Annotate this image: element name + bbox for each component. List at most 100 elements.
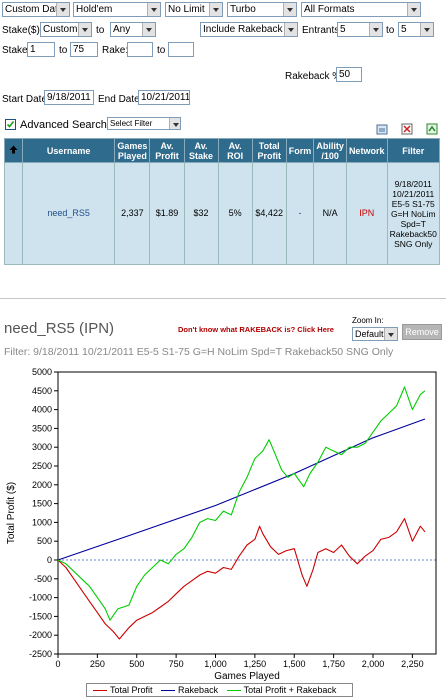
series-rakeback-line (57, 418, 426, 561)
legend-rakeback: Rakeback (178, 685, 219, 695)
header-games-played[interactable]: Games Played (114, 138, 151, 163)
y-tick-label: 0 (47, 555, 52, 565)
chevron-down-icon (142, 23, 155, 36)
stake-min-label: Stake: (2, 45, 31, 56)
section-divider (0, 298, 446, 299)
plot-frame (57, 371, 437, 655)
date-mode-select[interactable]: Custom Date (2, 2, 70, 17)
y-tick-label: 3500 (32, 423, 52, 433)
header-form[interactable]: Form (285, 138, 315, 163)
table-row: need_RS5 2,337 $1.89 $32 5% $4,422 - N/A… (3, 162, 441, 265)
date-mode-value: Custom Date (5, 4, 64, 15)
start-date-input[interactable]: 9/18/2011 (44, 90, 94, 105)
entrants-label: Entrants (302, 25, 340, 36)
x-tick-label: 2,250 (401, 659, 424, 669)
stake-label: Stake($) (2, 25, 40, 36)
game-value: Hold'em (76, 4, 113, 15)
y-tick-label: -2000 (29, 630, 52, 640)
y-tick-label: 5000 (32, 367, 52, 377)
header-filter: Filter (386, 138, 441, 163)
chart-series (57, 386, 426, 640)
sort-column-header[interactable] (3, 138, 24, 163)
cell-network: IPN (345, 162, 388, 265)
entrants-to-select[interactable]: 5 (398, 22, 434, 37)
chevron-down-icon (384, 328, 397, 340)
username-link[interactable]: need_RS5 (47, 208, 90, 218)
y-tick-label: 1000 (32, 517, 52, 527)
entrants-from-select[interactable]: 5 (337, 22, 383, 37)
stake-max-input[interactable]: 75 (70, 42, 98, 57)
end-date-input[interactable]: 10/21/2011 (138, 90, 190, 105)
chevron-down-icon (369, 23, 382, 36)
entrants-from-value: 5 (340, 24, 346, 35)
stake-mode-select[interactable]: Custom (40, 22, 92, 37)
checkbox-checked-icon[interactable] (5, 119, 16, 130)
rake-min-input[interactable] (127, 42, 153, 57)
rakeback-percent-label: Rakeback % (285, 71, 342, 82)
x-tick-label: 1,500 (283, 659, 306, 669)
cell-av-profit: $1.89 (149, 162, 185, 265)
chevron-down-icon (169, 118, 180, 129)
header-av-stake[interactable]: Av. Stake (183, 138, 219, 163)
stake-to-select[interactable]: Any (110, 22, 156, 37)
stake-to-value: Any (113, 24, 131, 35)
header-ability[interactable]: Ability /100 (313, 138, 347, 163)
stake-min-input[interactable]: 1 (27, 42, 55, 57)
rake-range-to-label: to (157, 45, 166, 56)
header-av-profit[interactable]: Av. Profit (149, 138, 185, 163)
y-tick-label: -1000 (29, 593, 52, 603)
rake-label: Rake: (102, 45, 129, 56)
remove-button[interactable]: Remove (402, 324, 442, 340)
y-tick-label: 500 (37, 536, 52, 546)
series-total-profit-line (57, 518, 426, 640)
stake-range-to-label: to (59, 45, 68, 56)
cell-av-roi: 5% (217, 162, 253, 265)
select-filter-dropdown[interactable]: Select Filter (107, 117, 181, 130)
csv-export-icon[interactable] (426, 123, 438, 135)
chart-legend: Total Profit Rakeback Total Profit + Rak… (86, 683, 353, 697)
advanced-search-label: Advanced Search (20, 119, 107, 131)
format-value: All Formats (304, 4, 355, 15)
limit-select[interactable]: No Limit (165, 2, 223, 17)
zoom-value: Default (355, 329, 384, 339)
refresh-icon[interactable] (376, 123, 388, 135)
chevron-down-icon (147, 3, 160, 16)
speed-select[interactable]: Turbo (227, 2, 297, 17)
rakeback-mode-select[interactable]: Include Rakeback (200, 22, 298, 37)
x-tick-label: 1,250 (244, 659, 267, 669)
limit-value: No Limit (168, 4, 205, 15)
chart-axes (57, 371, 437, 655)
legend-swatch-total-plus-rakeback (226, 690, 241, 692)
legend-total-profit: Total Profit (110, 685, 153, 695)
rake-max-input[interactable] (168, 42, 194, 57)
header-username[interactable]: Username (22, 138, 116, 163)
speed-value: Turbo (230, 4, 256, 15)
cell-filter: 9/18/2011 10/21/2011 E5-5 S1-75 G=H NoLi… (386, 162, 441, 265)
y-tick-label: -500 (34, 574, 52, 584)
graph-filter-text: Filter: 9/18/2011 10/21/2011 E5-5 S1-75 … (4, 346, 394, 358)
cell-total-profit: $4,422 (251, 162, 287, 265)
header-network[interactable]: Network (345, 138, 388, 163)
y-tick-label: 2000 (32, 480, 52, 490)
sort-up-arrow-icon (9, 145, 18, 154)
game-select[interactable]: Hold'em (73, 2, 161, 17)
excel-export-icon[interactable] (401, 123, 413, 135)
header-av-roi[interactable]: Av. ROI (217, 138, 253, 163)
entrants-to-label: to (386, 25, 395, 36)
rakeback-info-link[interactable]: Don't know what RAKEBACK is? Click Here (178, 325, 334, 334)
y-tick-label: 1500 (32, 499, 52, 509)
format-select[interactable]: All Formats (301, 2, 421, 17)
table-header-row: Username Games Played Av. Profit Av. Sta… (3, 138, 441, 163)
chart-ticks: -2500 -2000 -1500 -1000 -500 0 500 1000 1500 2000… (29, 367, 424, 669)
legend-total-plus-rakeback: Total Profit + Rakeback (243, 685, 337, 695)
y-tick-label: 3000 (32, 442, 52, 452)
cell-username: need_RS5 (22, 162, 116, 265)
entrants-to-value: 5 (401, 24, 407, 35)
x-tick-label: 1,750 (322, 659, 345, 669)
x-tick-label: 0 (55, 659, 60, 669)
x-axis-label: Games Played (214, 671, 280, 682)
chevron-down-icon (78, 23, 91, 36)
header-total-profit[interactable]: Total Profit (251, 138, 287, 163)
zoom-select[interactable]: Default (352, 327, 398, 341)
rakeback-percent-input[interactable]: 50 (336, 67, 362, 82)
